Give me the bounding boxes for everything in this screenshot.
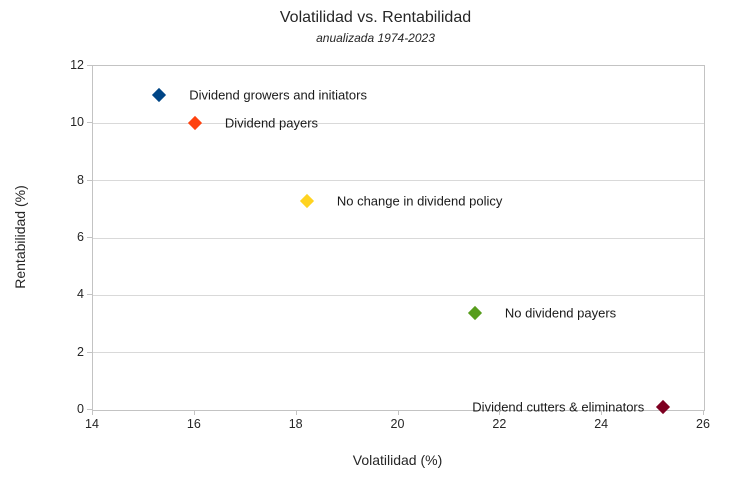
x-tick-label: 22 [492, 417, 507, 431]
y-tick-label: 12 [70, 58, 84, 72]
x-tick-label: 14 [85, 417, 99, 431]
x-tick-mark [397, 410, 399, 415]
point-label: No dividend payers [504, 305, 617, 321]
chart-subtitle: anualizada 1974-2023 [316, 31, 435, 45]
data-point-diamond [187, 116, 202, 131]
x-tick-mark [499, 410, 501, 415]
y-tick-mark [87, 351, 92, 353]
x-tick-label: 26 [696, 417, 710, 431]
x-tick-mark [601, 410, 603, 415]
data-point-diamond [152, 87, 167, 102]
plot-area: Dividend growers and initiators Dividend … [92, 65, 705, 415]
x-tick-mark [193, 410, 195, 415]
y-tick-mark [87, 409, 92, 410]
x-tick-mark [92, 410, 93, 415]
x-tick-label: 18 [288, 417, 303, 431]
y-tick-mark [87, 179, 92, 181]
y-gridline [93, 237, 704, 239]
y-tick-label: 8 [77, 172, 84, 187]
x-axis-title: Volatilidad (%) [352, 452, 443, 468]
y-gridline [93, 294, 704, 296]
y-tick-label: 6 [77, 230, 84, 244]
y-tick-label: 10 [70, 115, 84, 130]
y-tick-label: 0 [77, 402, 84, 416]
y-tick-mark [87, 294, 92, 296]
x-tick-label: 20 [390, 417, 405, 431]
data-point-diamond [467, 305, 482, 320]
x-tick-label: 24 [594, 417, 609, 431]
point-label: No change in dividend policy [336, 193, 503, 209]
x-tick-label: 16 [186, 417, 201, 431]
y-tick-mark [87, 122, 92, 124]
x-tick-mark [703, 410, 704, 415]
y-tick-label: 2 [77, 344, 84, 359]
data-point-diamond [299, 193, 314, 208]
y-tick-label: 4 [77, 287, 84, 302]
y-axis-title: Rentabilidad (%) [12, 185, 28, 289]
chart-title: Volatilidad vs. Rentabilidad [279, 9, 472, 26]
data-point-diamond [656, 400, 671, 415]
point-label: Dividend growers and initiators [189, 87, 367, 103]
y-gridline [93, 180, 704, 182]
y-tick-mark [87, 65, 92, 66]
point-label: Dividend payers [224, 115, 319, 131]
x-tick-mark [295, 410, 297, 415]
y-gridline [93, 122, 704, 124]
point-label: Dividend cutters & eliminators [472, 399, 645, 415]
y-tick-mark [87, 237, 92, 238]
y-gridline [93, 352, 704, 354]
